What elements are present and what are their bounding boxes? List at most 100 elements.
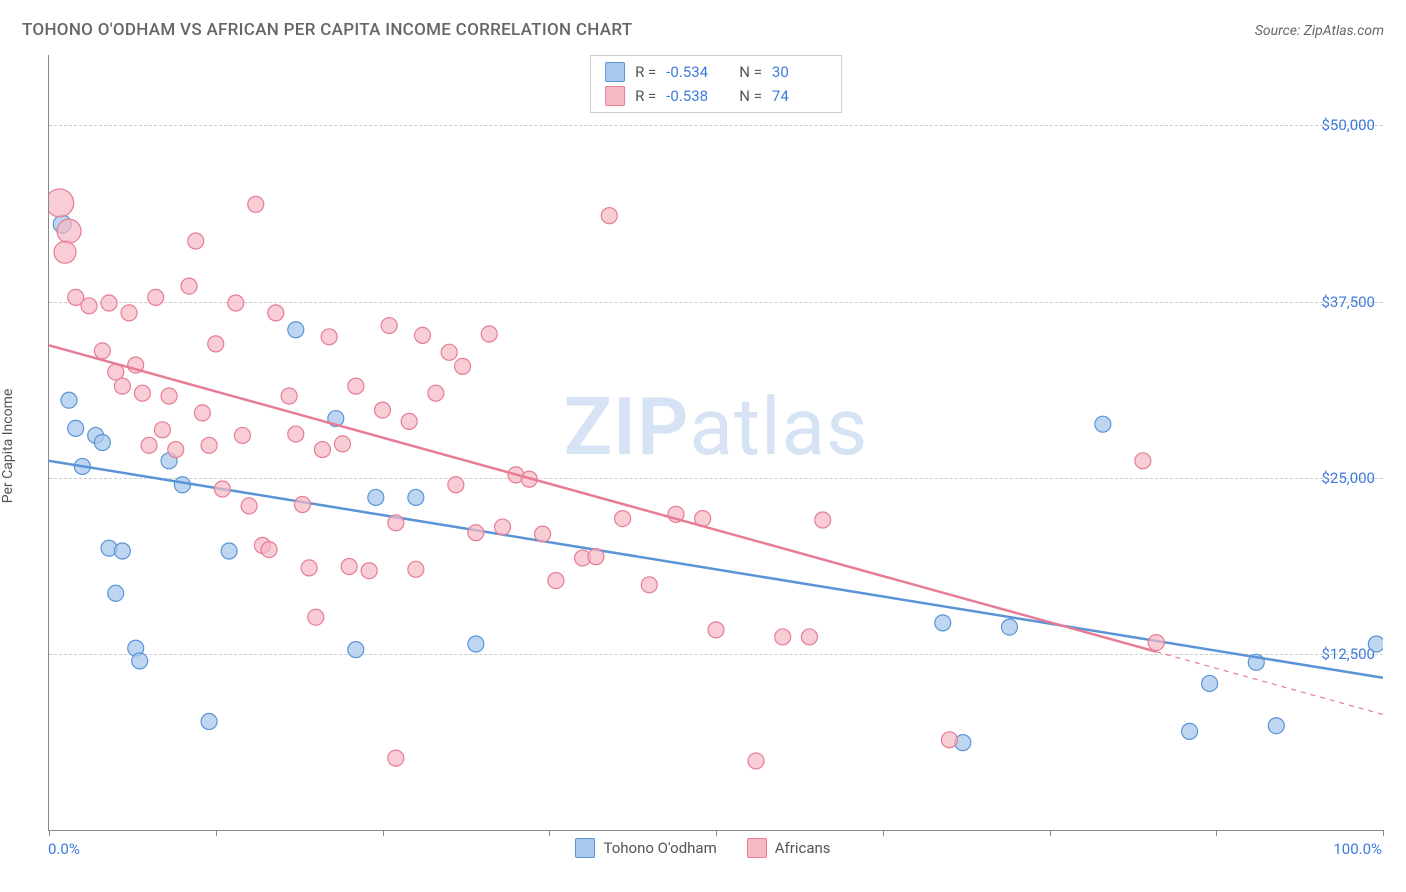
scatter-point (775, 629, 791, 645)
scatter-point (588, 549, 604, 565)
scatter-point (341, 559, 357, 575)
scatter-point (94, 435, 110, 451)
scatter-point (408, 561, 424, 577)
scatter-point (441, 344, 457, 360)
scatter-point (548, 573, 564, 589)
scatter-point (132, 653, 148, 669)
scatter-point (288, 322, 304, 338)
correlation-row-0: R = -0.534 N = 30 (605, 60, 827, 84)
scatter-point (57, 219, 81, 243)
legend-label-0: Tohono O'odham (603, 839, 716, 857)
y-axis-label: Per Capita Income (0, 389, 16, 504)
scatter-point (181, 278, 197, 294)
scatter-point (141, 437, 157, 453)
legend-swatch-0 (575, 838, 595, 858)
legend-item-0: Tohono O'odham (575, 838, 716, 858)
source-attribution: Source: ZipAtlas.com (1255, 23, 1384, 39)
r-label: R = (635, 63, 656, 81)
scatter-point (495, 519, 511, 535)
scatter-point (234, 427, 250, 443)
scatter-point (68, 420, 84, 436)
r-value-0: -0.534 (666, 63, 721, 81)
scatter-point (381, 318, 397, 334)
scatter-point (375, 402, 391, 418)
x-tick (49, 830, 50, 836)
correlation-legend: R = -0.534 N = 30 R = -0.538 N = 74 (590, 55, 842, 113)
chart-title: TOHONO O'ODHAM VS AFRICAN PER CAPITA INC… (22, 20, 632, 40)
scatter-point (54, 241, 76, 263)
scatter-point (308, 609, 324, 625)
scatter-point (228, 295, 244, 311)
scatter-point (168, 442, 184, 458)
scatter-point (188, 233, 204, 249)
scatter-point (388, 750, 404, 766)
scatter-point (801, 629, 817, 645)
scatter-point (1001, 619, 1017, 635)
trend-line (49, 345, 1156, 651)
scatter-point (281, 388, 297, 404)
scatter-point (221, 543, 237, 559)
scatter-point (401, 413, 417, 429)
scatter-point (815, 512, 831, 528)
scatter-point (241, 498, 257, 514)
x-tick (549, 830, 550, 836)
correlation-swatch-0 (605, 62, 625, 82)
scatter-point (208, 336, 224, 352)
scatter-point (174, 477, 190, 493)
scatter-point (108, 585, 124, 601)
scatter-point (134, 385, 150, 401)
scatter-point (748, 753, 764, 769)
scatter-point (268, 305, 284, 321)
scatter-point (1135, 453, 1151, 469)
scatter-point (214, 481, 230, 497)
trend-line-dashed (1156, 652, 1383, 715)
scatter-point (455, 358, 471, 374)
x-tick (383, 830, 384, 836)
scatter-point (601, 208, 617, 224)
series-legend: Tohono O'odham Africans (0, 838, 1406, 858)
legend-item-1: Africans (747, 838, 831, 858)
scatter-point (61, 392, 77, 408)
n-value-1: 74 (772, 87, 827, 105)
scatter-point (49, 189, 74, 217)
r-value-1: -0.538 (666, 87, 721, 105)
scatter-point (428, 385, 444, 401)
scatter-point (201, 437, 217, 453)
scatter-point (361, 563, 377, 579)
scatter-point (161, 388, 177, 404)
scatter-svg (49, 55, 1383, 830)
scatter-point (388, 515, 404, 531)
scatter-point (321, 329, 337, 345)
n-label: N = (739, 63, 762, 81)
scatter-point (114, 543, 130, 559)
scatter-point (261, 542, 277, 558)
scatter-point (81, 298, 97, 314)
scatter-point (294, 497, 310, 513)
x-tick (883, 830, 884, 836)
scatter-point (1268, 718, 1284, 734)
scatter-point (101, 295, 117, 311)
scatter-point (148, 289, 164, 305)
scatter-point (154, 422, 170, 438)
scatter-point (288, 426, 304, 442)
plot-area: ZIPatlas R = -0.534 N = 30 R = -0.538 N … (48, 55, 1383, 831)
scatter-point (248, 196, 264, 212)
correlation-swatch-1 (605, 86, 625, 106)
r-label: R = (635, 87, 656, 105)
scatter-point (348, 642, 364, 658)
scatter-point (194, 405, 210, 421)
scatter-point (348, 378, 364, 394)
scatter-point (334, 436, 350, 452)
x-tick (1216, 830, 1217, 836)
scatter-point (408, 489, 424, 505)
scatter-point (301, 560, 317, 576)
scatter-point (941, 732, 957, 748)
scatter-point (1095, 416, 1111, 432)
scatter-point (448, 477, 464, 493)
scatter-point (481, 326, 497, 342)
n-label: N = (739, 87, 762, 105)
scatter-point (1202, 675, 1218, 691)
x-tick (716, 830, 717, 836)
scatter-point (1182, 723, 1198, 739)
trend-line (49, 461, 1383, 678)
